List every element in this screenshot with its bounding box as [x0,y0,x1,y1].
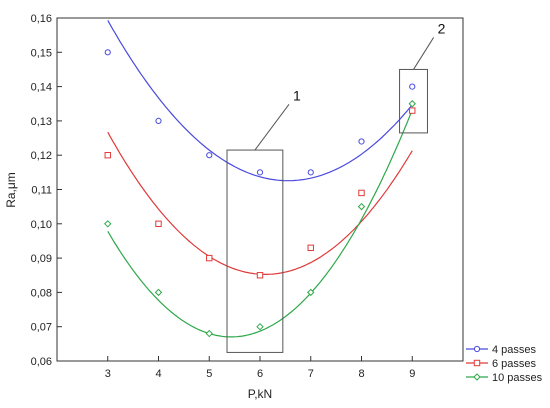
y-ticks: 0,06 0,07 0,08 0,09 0,10 0,11 0,12 0,13 0,14 0,15… [31,13,62,368]
legend: 4 passes 6 passes 10 passes [466,344,543,384]
annotation-label-2: 2 [438,20,446,36]
data-point-series-2 [206,254,213,262]
x-tick-label: 6 [257,368,263,380]
annotation-boxes: 12 [226,20,446,353]
y-tick-label: 0,14 [31,82,52,94]
data-point-series-3 [154,288,163,297]
y-tick-label: 0,06 [31,356,52,368]
data-point-series-1 [307,169,314,176]
data-point-series-1 [206,152,213,159]
x-tick-label: 8 [358,368,364,380]
y-tick-label: 0,16 [31,13,52,25]
legend-label-1: 4 passes [492,344,537,356]
y-tick-label: 0,12 [31,150,52,162]
fit-line-series-1 [107,20,413,182]
data-point-series-2 [307,244,314,252]
data-point-series-2 [256,272,264,279]
annotation-label-1: 1 [293,87,301,103]
data-point-series-1 [155,117,162,125]
data-point-series-2 [358,189,365,197]
legend-marker-1 [473,345,481,353]
x-tick-label: 3 [105,368,111,380]
plot-area [56,17,464,362]
data-point-series-1 [358,138,365,145]
y-axis-label: Ra,μm [4,172,18,208]
legend-label-2: 6 passes [492,358,537,370]
data-point-series-3 [357,202,366,211]
data-point-series-2 [409,107,416,114]
x-tick-label: 7 [308,368,314,380]
fit-line-series-3 [107,109,413,338]
data-point-series-3 [256,322,264,331]
data-point-series-3 [307,288,315,297]
y-tick-label: 0,09 [31,253,52,265]
x-axis-label: P,kN [248,387,272,401]
y-tick-label: 0,15 [31,47,52,59]
y-tick-label: 0,11 [31,185,52,197]
legend-marker-2 [473,359,481,367]
x-tick-label: 5 [206,368,212,380]
data-point-series-3 [104,220,112,228]
legend-marker-3 [473,373,481,381]
data-point-series-2 [104,152,111,159]
annotation-leader-2 [413,37,435,70]
data-point-series-2 [155,220,162,228]
data-point-series-3 [408,100,416,108]
legend-label-3: 10 passes [492,372,543,384]
data-markers [104,49,416,338]
y-tick-label: 0,10 [31,219,52,231]
data-point-series-1 [409,83,416,90]
x-tick-label: 4 [155,368,161,380]
data-point-series-1 [104,49,111,56]
y-tick-label: 0,07 [31,322,52,334]
annotation-leader-1 [254,104,290,151]
x-tick-label: 9 [409,368,415,380]
data-point-series-1 [256,169,264,176]
y-tick-label: 0,13 [31,116,52,128]
y-tick-label: 0,08 [31,287,52,299]
x-ticks: 3 4 5 6 7 8 9 [105,356,415,380]
data-point-series-3 [205,329,213,338]
